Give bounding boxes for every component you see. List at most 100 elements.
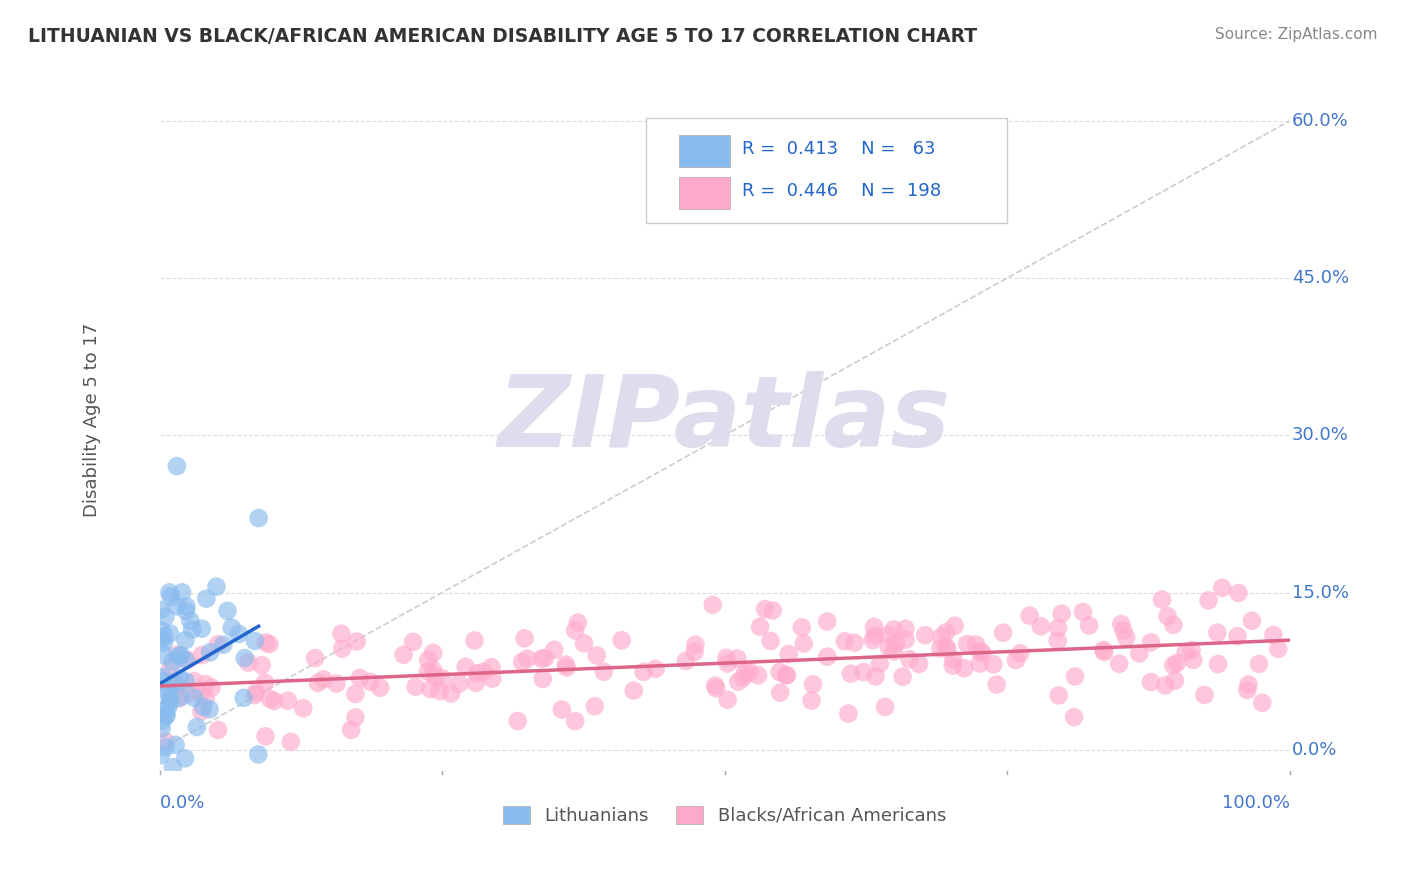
Point — [725, 651, 748, 665]
Point — [181, 623, 204, 637]
Point — [157, 684, 180, 698]
Point — [155, 702, 177, 716]
Point — [884, 636, 907, 650]
Point — [149, 748, 172, 763]
Point — [1227, 586, 1250, 600]
Point — [1092, 643, 1115, 657]
Point — [150, 624, 173, 638]
Point — [1180, 643, 1202, 657]
Point — [969, 644, 991, 658]
Point — [727, 674, 749, 689]
Point — [176, 653, 198, 667]
Point — [170, 585, 193, 599]
Point — [534, 651, 557, 665]
Point — [174, 633, 197, 648]
Point — [769, 686, 792, 700]
Text: R =  0.446    N =  198: R = 0.446 N = 198 — [741, 182, 941, 201]
Text: 0.0%: 0.0% — [160, 794, 205, 812]
Point — [167, 691, 190, 706]
Point — [531, 672, 554, 686]
Point — [863, 620, 886, 634]
Point — [153, 683, 176, 698]
Point — [155, 811, 177, 825]
Point — [1064, 669, 1087, 683]
Text: LITHUANIAN VS BLACK/AFRICAN AMERICAN DISABILITY AGE 5 TO 17 CORRELATION CHART: LITHUANIAN VS BLACK/AFRICAN AMERICAN DIS… — [28, 27, 977, 45]
Point — [253, 675, 276, 690]
Point — [583, 699, 606, 714]
Point — [344, 687, 367, 701]
Point — [155, 708, 177, 723]
Text: 45.0%: 45.0% — [1292, 269, 1348, 287]
Point — [1166, 656, 1188, 670]
Point — [1029, 619, 1052, 633]
Point — [250, 658, 273, 673]
Point — [217, 604, 239, 618]
Point — [567, 615, 589, 630]
Point — [405, 680, 427, 694]
Point — [793, 636, 815, 650]
Point — [254, 635, 277, 649]
Point — [150, 722, 173, 736]
Point — [734, 665, 756, 680]
Point — [159, 662, 181, 676]
Point — [155, 708, 177, 723]
Point — [238, 656, 260, 670]
Point — [174, 653, 197, 667]
Legend: Lithuanians, Blacks/African Americans: Lithuanians, Blacks/African Americans — [503, 805, 946, 825]
Point — [429, 684, 451, 698]
Point — [1047, 621, 1070, 635]
Point — [942, 658, 965, 673]
Point — [465, 666, 488, 681]
Point — [1140, 675, 1163, 690]
Point — [991, 625, 1014, 640]
Point — [159, 626, 181, 640]
Point — [152, 714, 174, 728]
Point — [585, 648, 607, 663]
Point — [1078, 618, 1101, 632]
Point — [155, 734, 177, 748]
Point — [481, 672, 503, 686]
Point — [418, 653, 440, 667]
Point — [304, 651, 326, 665]
Point — [169, 690, 191, 705]
Point — [1163, 618, 1185, 632]
Point — [1115, 631, 1137, 645]
Point — [1108, 657, 1130, 671]
Point — [307, 676, 329, 690]
Point — [198, 645, 221, 659]
Point — [610, 633, 633, 648]
Point — [1194, 688, 1216, 702]
Point — [898, 652, 921, 666]
Point — [983, 657, 1005, 672]
Point — [1092, 645, 1115, 659]
Point — [1247, 657, 1270, 671]
Point — [986, 677, 1008, 691]
Point — [749, 620, 772, 634]
Point — [232, 690, 254, 705]
Point — [1046, 633, 1069, 648]
Point — [800, 693, 823, 707]
Point — [852, 665, 875, 679]
Point — [247, 511, 270, 525]
Point — [633, 665, 655, 679]
Point — [1111, 617, 1133, 632]
Point — [1140, 635, 1163, 649]
Point — [716, 651, 738, 665]
Point — [422, 663, 444, 677]
Point — [330, 626, 353, 640]
Point — [1018, 608, 1040, 623]
Point — [159, 590, 181, 604]
Point — [259, 637, 281, 651]
Point — [402, 635, 425, 649]
Point — [716, 657, 738, 671]
Point — [157, 700, 180, 714]
Point — [174, 674, 197, 689]
Point — [162, 760, 184, 774]
Point — [153, 635, 176, 649]
Point — [1050, 607, 1073, 621]
Point — [704, 681, 727, 696]
Point — [440, 687, 463, 701]
Point — [877, 640, 900, 655]
Point — [1263, 628, 1285, 642]
Point — [972, 646, 994, 660]
